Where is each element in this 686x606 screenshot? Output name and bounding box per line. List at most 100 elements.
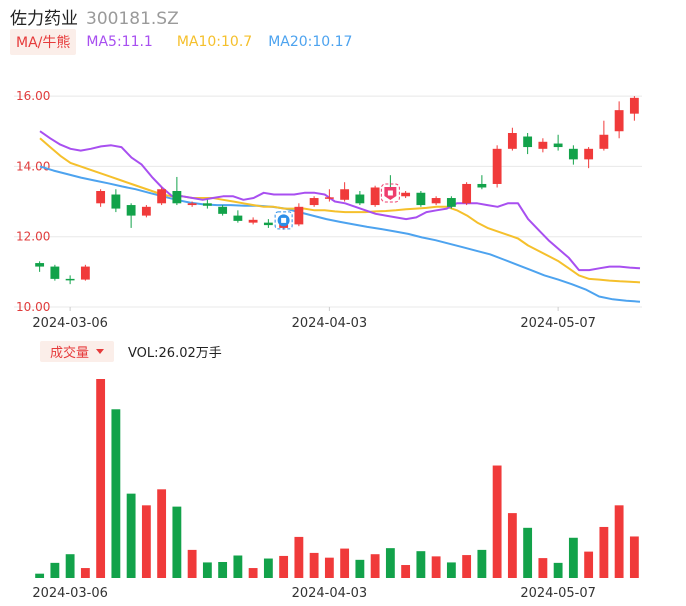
volume-bar	[324, 557, 334, 578]
ma-lines	[39, 130, 641, 303]
ma10-line	[39, 137, 641, 284]
candle-body	[340, 189, 350, 200]
candle	[507, 127, 517, 151]
candle	[599, 120, 609, 151]
volume-bar	[187, 549, 197, 578]
bear-icon	[274, 211, 293, 230]
candle-body	[141, 206, 151, 216]
volume-bar	[218, 561, 228, 578]
volume-bar	[416, 551, 426, 578]
volume-bar	[553, 562, 563, 578]
volume-bar	[477, 549, 487, 578]
volume-bar	[492, 465, 502, 578]
candle-body	[538, 141, 548, 149]
candle	[340, 182, 350, 202]
candle	[50, 264, 60, 281]
candle	[35, 261, 45, 272]
candle-body	[187, 203, 197, 206]
volume-bar	[309, 552, 319, 578]
bull-icon-mark	[387, 190, 393, 196]
volume-bar	[431, 556, 441, 578]
candles	[35, 96, 639, 285]
ma20-line	[39, 165, 641, 303]
candle-body	[568, 148, 578, 160]
candle-body	[629, 97, 639, 114]
candle	[324, 189, 334, 202]
volume-bar	[614, 505, 624, 578]
candle-body	[355, 194, 365, 204]
volume-indicator-selector[interactable]: 成交量	[40, 340, 115, 362]
candle-body	[111, 194, 121, 209]
volume-bar	[263, 558, 273, 578]
volume-bar	[462, 555, 472, 578]
volume-x-label: 2024-04-03	[292, 586, 368, 601]
candle	[462, 182, 472, 206]
volume-bar	[584, 551, 594, 578]
candle	[141, 205, 151, 218]
candle-body	[492, 148, 502, 184]
volume-bar	[385, 548, 395, 578]
candle-body	[507, 133, 517, 149]
candle-body	[416, 192, 426, 206]
candle	[553, 134, 563, 151]
price-x-label: 2024-04-03	[292, 316, 368, 331]
volume-bar	[355, 559, 365, 578]
candle	[370, 185, 380, 207]
candle	[416, 191, 426, 207]
volume-legend: 成交量 VOL:26.02万手	[40, 340, 222, 362]
volume-bar	[65, 554, 75, 578]
candle	[431, 196, 441, 206]
candle-body	[248, 219, 258, 223]
candle-body	[477, 183, 487, 188]
price-tick-label: 12.00	[16, 230, 50, 244]
volume-bar	[279, 555, 289, 578]
candle-body	[309, 198, 319, 206]
price-x-axis: 2024-03-06 2024-04-03 2024-05-07	[32, 307, 596, 331]
volume-bar	[446, 562, 456, 578]
candle	[523, 133, 533, 155]
volume-tag-label: 成交量	[50, 345, 90, 361]
candle	[446, 196, 456, 209]
ma-legend: MA/牛熊 MA5:11.1 MA10:10.7 MA20:10.17	[10, 29, 353, 55]
volume-bars	[35, 379, 639, 578]
candle-body	[431, 198, 441, 204]
ma5-legend: MA5:11.1	[86, 34, 153, 50]
candle-body	[65, 278, 75, 281]
volume-bar	[294, 536, 304, 578]
ma20-legend: MA20:10.17	[268, 34, 353, 50]
volume-x-axis: 2024-03-06 2024-04-03 2024-05-07	[32, 586, 596, 601]
candle	[584, 147, 594, 169]
indicator-selector-tag[interactable]: MA/牛熊	[10, 29, 77, 55]
candle	[263, 219, 273, 228]
candle-body	[233, 215, 243, 221]
candle-body	[96, 191, 106, 204]
candle-body	[294, 206, 304, 225]
bull-icon-frame	[380, 183, 400, 203]
volume-bar	[340, 548, 350, 578]
stock-code: 300181.SZ	[86, 9, 179, 29]
candle-body	[126, 205, 136, 216]
volume-bar	[80, 568, 90, 578]
candle	[111, 189, 121, 213]
candle	[80, 264, 90, 281]
candle	[477, 175, 487, 190]
candle	[157, 187, 167, 206]
volume-bar	[248, 568, 258, 578]
candle-body	[50, 266, 60, 279]
candle	[187, 201, 197, 207]
candle	[65, 275, 75, 285]
candle	[629, 96, 639, 121]
signal-markers	[274, 183, 400, 230]
bear-icon-mark	[281, 217, 287, 223]
candle-body	[553, 143, 563, 148]
candle	[96, 189, 106, 207]
volume-bar	[35, 573, 45, 578]
candle	[492, 145, 502, 188]
price-x-label: 2024-03-06	[32, 316, 108, 331]
candle	[614, 101, 624, 139]
candle	[202, 199, 212, 209]
price-x-label: 2024-05-07	[520, 316, 596, 331]
stock-name: 佐力药业	[10, 9, 78, 29]
volume-bar	[568, 537, 578, 578]
price-axis: 10.00 12.00 14.00 16.00	[16, 89, 50, 314]
